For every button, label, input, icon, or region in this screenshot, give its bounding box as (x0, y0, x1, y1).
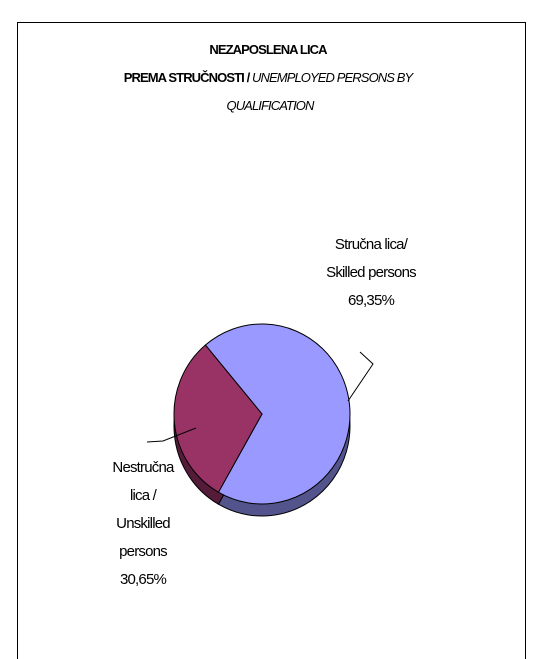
leader-line (146, 427, 197, 443)
slice (173, 344, 263, 493)
leader-line (347, 351, 374, 402)
value-label: 30,65% (119, 571, 167, 588)
frame (17, 22, 526, 659)
slice (204, 323, 351, 505)
category-label: Nestručna lica / Unskilled persons (112, 459, 174, 560)
title-line: PREMA STRUČNOSTI / UNEMPLOYED PERSONS BY (124, 70, 415, 85)
subtitle-line: QUALIFICATION (226, 98, 315, 113)
category-label: Stručna lica/ Skilled persons (326, 236, 417, 281)
value-label: 69,35% (347, 292, 395, 309)
pie (173, 323, 351, 517)
slice-label: Nestručna lica / Unskilled persons 30,65… (103, 454, 183, 594)
subtitle-part: UNEMPLOYED PERSONS BY (252, 70, 414, 85)
title-part: PREMA STRUČNOSTI / (124, 70, 251, 85)
slice-label: Stručna lica/ Skilled persons 69,35% (326, 231, 417, 315)
title-line: NEZAPOSLENA LICA (209, 42, 328, 57)
